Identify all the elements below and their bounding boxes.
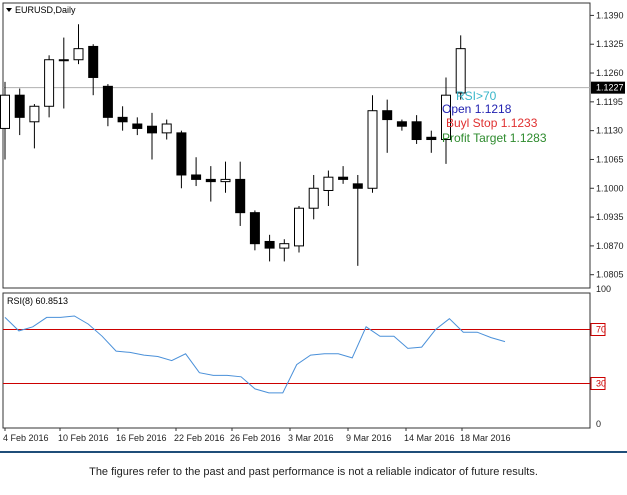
candle-body — [161, 123, 172, 134]
chart-menu-icon — [6, 8, 12, 12]
candle-body — [264, 240, 275, 249]
candle-body — [191, 174, 202, 180]
disclaimer-text: The figures refer to the past and past p… — [89, 466, 538, 478]
price-panel-border — [2, 2, 591, 289]
candle-body — [396, 121, 407, 127]
candle-body — [323, 176, 334, 191]
trade-annotation: Profit Target 1.1283 — [442, 131, 547, 145]
price-axis-label: 1.0935 — [596, 212, 624, 222]
rsi-chart-title: RSI(8) 60.8513 — [7, 296, 68, 306]
candle-body — [352, 183, 363, 189]
candle-body — [235, 178, 246, 214]
rsi-axis-label: 100 — [596, 284, 611, 294]
x-axis-label: 10 Feb 2016 — [58, 433, 109, 443]
x-axis-label: 18 Mar 2016 — [460, 433, 511, 443]
candle-body — [441, 94, 451, 141]
price-axis-label: 1.0805 — [596, 270, 624, 280]
price-axis-label: 1.1195 — [596, 97, 623, 107]
trade-annotation: Buyl Stop 1.1233 — [446, 116, 538, 130]
price-axis-label: 1.1325 — [596, 39, 624, 49]
x-axis-label: 14 Mar 2016 — [404, 433, 455, 443]
rsi-line — [4, 315, 506, 394]
candle-body — [29, 105, 40, 123]
trade-annotation: Open 1.1218 — [442, 102, 512, 116]
candle-body — [147, 125, 157, 134]
candle-body — [117, 116, 128, 123]
candle-body — [0, 94, 10, 129]
rsi-axis-label: 30 — [596, 379, 606, 389]
price-axis-label: 1.1000 — [596, 183, 624, 193]
candle-body — [44, 59, 55, 107]
x-axis-label: 4 Feb 2016 — [3, 433, 49, 443]
footer-divider — [0, 451, 627, 453]
price-axis-label: 1.1260 — [596, 68, 624, 78]
price-axis-label: 1.0870 — [596, 241, 624, 251]
x-axis-label: 16 Feb 2016 — [116, 433, 167, 443]
price-axis-label: 1.1390 — [596, 10, 624, 20]
chart-area: 1.1390 1.1325 1.1260 1.1195 1.1130 1.1065 1.10… — [0, 2, 625, 443]
current-price-box — [591, 81, 625, 94]
candle-body — [294, 207, 304, 247]
candle-body — [102, 85, 113, 118]
x-axis-label: 9 Mar 2016 — [346, 433, 392, 443]
candle-body — [367, 110, 378, 189]
candle-body — [426, 136, 437, 141]
candle-body — [58, 59, 69, 62]
x-axis-label: 3 Mar 2016 — [288, 433, 334, 443]
candle-body — [132, 123, 143, 129]
candle-body — [338, 176, 349, 180]
rsi-level-box — [590, 377, 606, 390]
candle-body — [279, 243, 290, 249]
rsi-axis-label: 70 — [596, 325, 606, 335]
x-axis-label: 26 Feb 2016 — [230, 433, 281, 443]
candle-body — [73, 48, 84, 61]
candle-body — [14, 94, 25, 118]
candle-body — [220, 178, 231, 183]
candle-body — [88, 45, 99, 78]
candle-body — [308, 187, 319, 209]
trade-annotation: RSI>70 — [456, 89, 497, 103]
price-chart-title: EURUSD,Daily — [15, 5, 76, 15]
price-axis-label: 1.1065 — [596, 154, 624, 164]
x-axis-label: 22 Feb 2016 — [174, 433, 225, 443]
rsi-axis-label: 0 — [596, 419, 601, 429]
price-axis-label: 1.1130 — [596, 126, 623, 136]
current-price-label: 1.1227 — [596, 83, 624, 93]
candle-body — [411, 121, 422, 141]
candle-body — [176, 132, 187, 176]
candle-body — [205, 178, 216, 183]
rsi-level-box — [590, 323, 606, 336]
candle-body — [382, 110, 393, 121]
candle-body — [249, 212, 260, 245]
candle-body — [455, 48, 466, 94]
rsi-panel-border — [2, 292, 591, 429]
